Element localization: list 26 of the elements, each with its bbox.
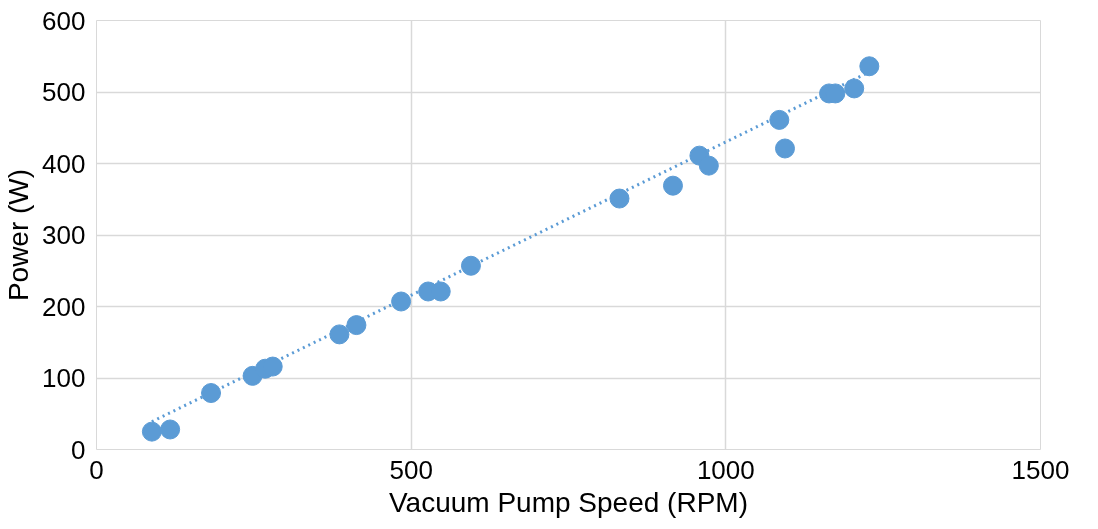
point bbox=[769, 109, 790, 130]
point bbox=[346, 315, 367, 336]
point bbox=[460, 255, 481, 276]
y-axis-title: Power (W) bbox=[3, 168, 35, 302]
point bbox=[201, 383, 222, 403]
y-tick-label: 500 bbox=[42, 77, 86, 107]
point bbox=[844, 78, 865, 99]
x-axis-title: Vacuum Pump Speed (RPM) bbox=[389, 486, 748, 518]
point bbox=[662, 175, 683, 196]
y-tick-label: 300 bbox=[42, 220, 86, 250]
point bbox=[391, 291, 412, 312]
point bbox=[329, 324, 350, 345]
y-tick-label: 600 bbox=[42, 5, 86, 36]
point bbox=[141, 421, 162, 442]
point bbox=[609, 188, 630, 209]
point bbox=[698, 155, 719, 176]
y-tick-label: 0 bbox=[71, 434, 86, 465]
x-tick-label: 500 bbox=[389, 454, 433, 485]
y-tick-label: 400 bbox=[42, 148, 86, 179]
point bbox=[859, 56, 880, 77]
x-tick-label: 1500 bbox=[1011, 454, 1070, 485]
y-tick-label: 200 bbox=[42, 291, 86, 322]
point bbox=[774, 138, 795, 159]
point bbox=[160, 419, 181, 440]
y-tick-label: 100 bbox=[42, 363, 86, 393]
x-tick-label: 1000 bbox=[696, 454, 755, 485]
